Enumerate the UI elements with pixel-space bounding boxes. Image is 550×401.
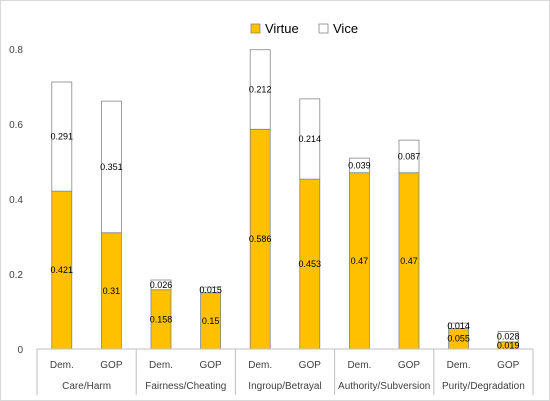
virtue-data-label: 0.47	[400, 256, 418, 266]
virtue-data-label: 0.31	[103, 286, 121, 296]
category-label: Dem.	[149, 360, 173, 371]
virtue-data-label: 0.453	[299, 259, 322, 269]
virtue-data-label: 0.055	[447, 334, 470, 344]
vice-data-label: 0.014	[447, 321, 470, 331]
category-label: GOP	[100, 360, 123, 371]
y-tick-label: 0.2	[9, 270, 23, 281]
vice-data-label: 0.351	[100, 162, 123, 172]
vice-data-label: 0.087	[398, 151, 421, 161]
vice-bar	[101, 100, 122, 234]
vice-data-label: 0.028	[497, 332, 520, 342]
virtue-data-label: 0.019	[497, 340, 520, 350]
legend-vice-swatch	[318, 23, 329, 34]
y-tick-label: 0.8	[9, 45, 23, 56]
vice-bar	[200, 286, 221, 294]
group-label: Care/Harm	[62, 381, 111, 392]
virtue-data-label: 0.421	[51, 265, 74, 275]
group-label: Ingroup/Betrayal	[248, 381, 321, 392]
vice-bar	[51, 81, 73, 192]
vice-bar	[150, 279, 172, 291]
group-label: Fairness/Cheating	[145, 381, 226, 392]
vice-data-label: 0.015	[199, 285, 222, 295]
category-label: GOP	[398, 360, 421, 371]
vice-bar	[349, 157, 370, 174]
legend-virtue-label: Virtue	[265, 21, 299, 36]
vice-bar	[249, 49, 271, 130]
vice-data-label: 0.026	[150, 280, 173, 290]
virtue-data-label: 0.586	[249, 234, 272, 244]
legend-virtue-swatch	[250, 23, 261, 34]
category-label: Dem.	[347, 360, 371, 371]
category-label: Dem.	[447, 360, 471, 371]
vice-bar	[299, 98, 321, 180]
category-label: Dem.	[248, 360, 272, 371]
category-label: Dem.	[50, 360, 74, 371]
category-label: GOP	[199, 360, 222, 371]
virtue-data-label: 0.15	[202, 316, 220, 326]
virtue-data-label: 0.158	[150, 314, 173, 324]
vice-bar	[448, 322, 469, 329]
y-tick-label: 0.4	[9, 195, 23, 206]
vice-data-label: 0.039	[348, 160, 371, 170]
category-label: GOP	[299, 360, 322, 371]
category-label: GOP	[497, 360, 520, 371]
vice-data-label: 0.212	[249, 85, 272, 95]
virtue-data-label: 0.47	[351, 256, 369, 266]
legend-vice-label: Vice	[333, 21, 358, 36]
vice-data-label: 0.214	[299, 134, 322, 144]
vice-data-label: 0.291	[51, 132, 74, 142]
y-tick-label: 0	[17, 345, 23, 356]
vice-bar	[497, 331, 519, 343]
y-tick-label: 0.6	[9, 120, 23, 131]
vice-bar	[398, 139, 420, 174]
group-label: Purity/Degradation	[442, 381, 525, 392]
group-label: Authority/Subversion	[338, 381, 430, 392]
